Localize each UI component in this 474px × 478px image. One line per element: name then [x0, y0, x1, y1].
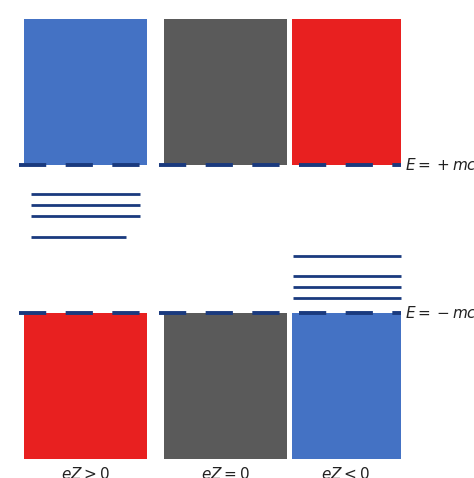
- Bar: [24, 19, 147, 165]
- Text: $E=+mc^{2}$: $E=+mc^{2}$: [405, 155, 474, 174]
- Text: $eZ>0$: $eZ>0$: [61, 466, 110, 478]
- Text: $eZ<0$: $eZ<0$: [321, 466, 371, 478]
- Bar: [164, 313, 287, 459]
- Bar: [24, 313, 147, 459]
- Bar: [292, 19, 401, 165]
- Text: $E=-mc^{2}$: $E=-mc^{2}$: [405, 304, 474, 323]
- Bar: [292, 313, 401, 459]
- Bar: [164, 19, 287, 165]
- Text: $eZ=0$: $eZ=0$: [201, 466, 250, 478]
